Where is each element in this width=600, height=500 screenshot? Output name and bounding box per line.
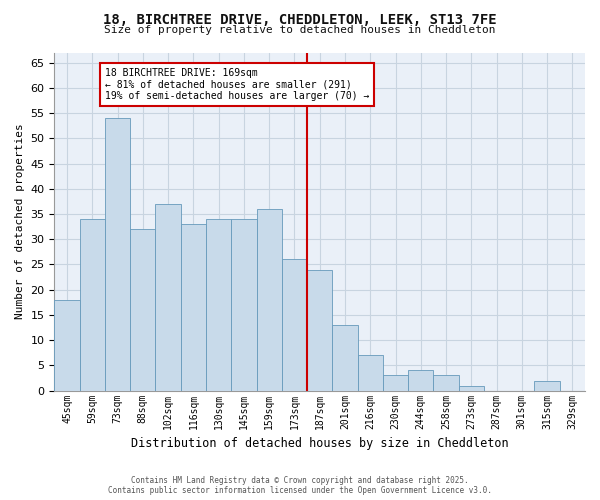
Bar bbox=[257, 209, 282, 390]
Bar bbox=[181, 224, 206, 390]
Text: 18, BIRCHTREE DRIVE, CHEDDLETON, LEEK, ST13 7FE: 18, BIRCHTREE DRIVE, CHEDDLETON, LEEK, S… bbox=[103, 12, 497, 26]
Bar bbox=[80, 219, 105, 390]
X-axis label: Distribution of detached houses by size in Cheddleton: Distribution of detached houses by size … bbox=[131, 437, 509, 450]
Text: Size of property relative to detached houses in Cheddleton: Size of property relative to detached ho… bbox=[104, 25, 496, 35]
Bar bbox=[332, 325, 358, 390]
Bar bbox=[535, 380, 560, 390]
Bar bbox=[433, 376, 458, 390]
Bar bbox=[155, 204, 181, 390]
Text: Contains HM Land Registry data © Crown copyright and database right 2025.
Contai: Contains HM Land Registry data © Crown c… bbox=[108, 476, 492, 495]
Bar bbox=[105, 118, 130, 390]
Text: 18 BIRCHTREE DRIVE: 169sqm
← 81% of detached houses are smaller (291)
19% of sem: 18 BIRCHTREE DRIVE: 169sqm ← 81% of deta… bbox=[105, 68, 370, 101]
Bar bbox=[383, 376, 408, 390]
Bar bbox=[282, 260, 307, 390]
Bar bbox=[206, 219, 231, 390]
Bar bbox=[458, 386, 484, 390]
Bar bbox=[408, 370, 433, 390]
Bar bbox=[358, 356, 383, 390]
Y-axis label: Number of detached properties: Number of detached properties bbox=[15, 124, 25, 320]
Bar bbox=[130, 229, 155, 390]
Bar bbox=[307, 270, 332, 390]
Bar bbox=[55, 300, 80, 390]
Bar bbox=[231, 219, 257, 390]
